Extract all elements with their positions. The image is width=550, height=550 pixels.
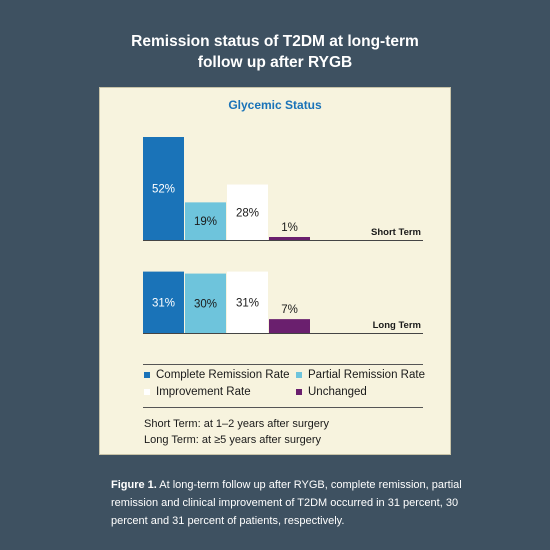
short-term-bar-1: [143, 137, 184, 240]
short-term-value-label-2: 19%: [194, 216, 217, 228]
short-term-bar-3: [227, 184, 268, 240]
short-term-bar-2: [185, 202, 226, 240]
figure-caption: Figure 1. At long-term follow up after R…: [111, 476, 471, 530]
legend-label-1: Complete Remission Rate: [156, 369, 290, 381]
chart-panel: Glycemic Status 52% 19% 28% 1% Short Term 31%…: [99, 87, 451, 455]
figure-title-line-2: follow up after RYGB: [197, 54, 353, 71]
long-term-value-label-2: 30%: [194, 298, 217, 310]
long-term-value-label-3: 31%: [236, 297, 259, 309]
short-term-group-label: Short Term: [371, 227, 421, 238]
legend-swatch-4: [296, 389, 302, 395]
short-term-note: Short Term: at 1–2 years after surgery: [144, 418, 330, 430]
short-term-bar-4: [269, 237, 310, 240]
legend-swatch-2: [296, 372, 302, 378]
figure-title-line-1: Remission status of T2DM at long-term: [131, 33, 419, 50]
chart-legend: Complete Remission Rate Partial Remission…: [144, 369, 425, 405]
short-term-value-label-3: 28%: [236, 207, 259, 219]
short-term-value-label-1: 52%: [152, 184, 175, 196]
legend-swatch-1: [144, 372, 150, 378]
long-term-bar-3: [227, 271, 268, 333]
long-term-group-label: Long Term: [373, 320, 421, 331]
term-notes: Short Term: at 1–2 years after surgery L…: [144, 416, 329, 448]
bar-chart: 52% 19% 28% 1% Short Term 31% 30% 31% 7% Long Ter…: [143, 137, 423, 334]
long-term-bar-2: [185, 273, 226, 333]
legend-label-4: Unchanged: [308, 386, 367, 398]
long-term-bar-1: [143, 271, 184, 333]
legend-label-2: Partial Remission Rate: [308, 369, 425, 381]
legend-item-1: Complete Remission Rate: [144, 369, 290, 381]
legend-divider: [143, 407, 423, 408]
long-term-bar-4: [269, 319, 310, 333]
caption-label: Figure 1.: [111, 479, 157, 491]
legend-item-3: Improvement Rate: [144, 386, 251, 398]
legend-swatch-3: [144, 389, 150, 395]
long-term-note: Long Term: at ≥5 years after surgery: [144, 434, 322, 446]
legend-label-3: Improvement Rate: [156, 386, 251, 398]
chart-title: Glycemic Status: [228, 98, 322, 112]
caption-text: At long-term follow up after RYGB, compl…: [111, 479, 462, 527]
short-term-value-label-4: 1%: [281, 222, 298, 234]
long-term-value-label-1: 31%: [152, 297, 175, 309]
long-term-value-label-4: 7%: [281, 304, 298, 316]
legend-item-4: Unchanged: [296, 386, 367, 398]
legend-item-2: Partial Remission Rate: [296, 369, 425, 381]
legend-top-divider: [143, 364, 423, 365]
figure-title: Remission status of T2DM at long-term fo…: [0, 31, 550, 73]
